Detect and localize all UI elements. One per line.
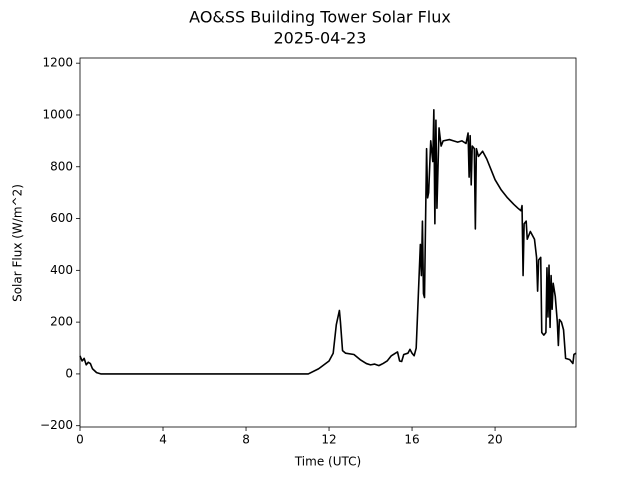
x-tick-label: 12 — [321, 433, 336, 447]
x-axis-label: Time (UTC) — [294, 455, 361, 469]
x-tick-label: 8 — [242, 433, 250, 447]
y-tick-label: 0 — [65, 366, 73, 380]
x-tick-label: 20 — [487, 433, 502, 447]
y-tick-label: 200 — [50, 315, 73, 329]
y-tick-label: 600 — [50, 211, 73, 225]
y-tick-label: 400 — [50, 263, 73, 277]
y-tick-label: 1000 — [42, 107, 73, 121]
y-tick-label: −200 — [40, 418, 73, 432]
y-axis-label: Solar Flux (W/m^2) — [11, 184, 25, 302]
plot-frame — [79, 57, 577, 428]
x-tick-label: 16 — [404, 433, 419, 447]
x-tick-label: 0 — [76, 433, 84, 447]
data-line — [79, 108, 577, 375]
chart-subtitle: 2025-04-23 — [274, 29, 367, 48]
y-tick-label: 1200 — [42, 56, 73, 70]
y-tick-label: 800 — [50, 159, 73, 173]
x-tick-label: 4 — [159, 433, 167, 447]
chart-title: AO&SS Building Tower Solar Flux — [189, 8, 451, 27]
